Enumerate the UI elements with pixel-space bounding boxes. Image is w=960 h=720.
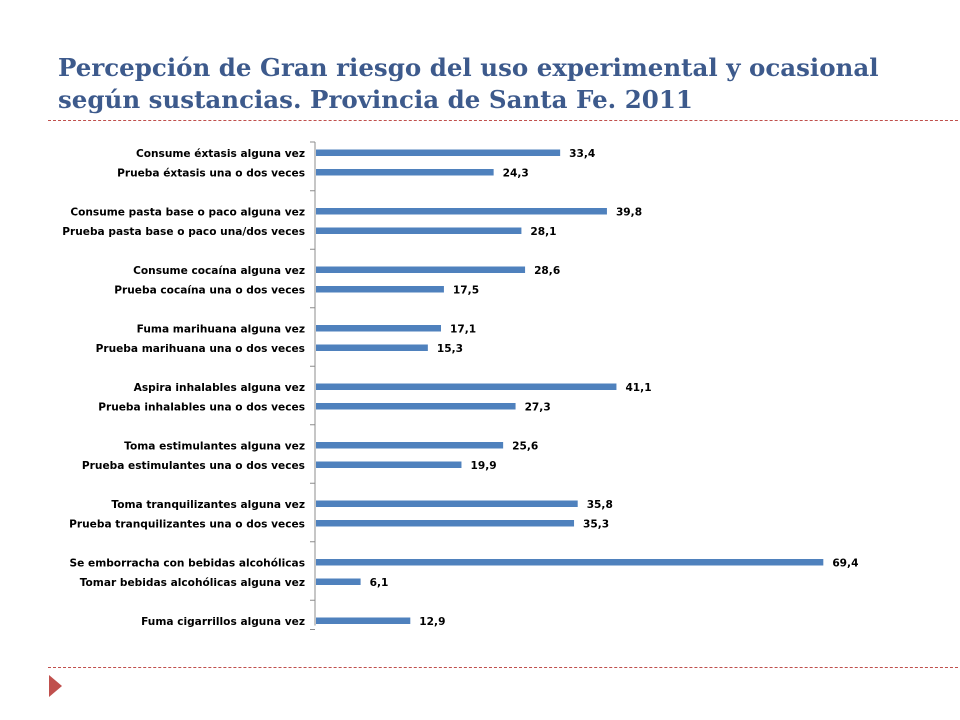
bar xyxy=(316,325,442,332)
category-label: Prueba éxtasis una o dos veces xyxy=(117,167,305,179)
bar xyxy=(316,227,522,234)
data-label: 41,1 xyxy=(625,382,651,394)
slide-title: Percepción de Gran riesgo del uso experi… xyxy=(58,53,879,114)
data-label: 69,4 xyxy=(832,557,858,569)
bar xyxy=(316,442,504,449)
category-label: Prueba pasta base o paco una/dos veces xyxy=(62,226,305,238)
bar xyxy=(316,169,494,176)
category-label: Prueba tranquilizantes una o dos veces xyxy=(69,518,305,530)
category-label: Prueba inhalables una o dos veces xyxy=(98,401,305,413)
category-label: Se emborracha con bebidas alcohólicas xyxy=(70,557,306,569)
bar xyxy=(316,286,444,293)
category-label: Fuma marihuana alguna vez xyxy=(137,323,305,335)
data-label: 28,6 xyxy=(534,265,560,277)
data-label: 19,9 xyxy=(470,460,496,472)
category-label: Fuma cigarrillos alguna vez xyxy=(141,616,305,628)
category-label: Prueba marihuana una o dos veces xyxy=(96,343,305,355)
data-label: 35,8 xyxy=(587,499,613,511)
chart-bars xyxy=(316,149,824,624)
bar xyxy=(316,208,607,215)
data-label: 27,3 xyxy=(525,401,551,413)
data-label: 17,5 xyxy=(453,284,479,296)
bar xyxy=(316,617,411,624)
category-label: Aspira inhalables alguna vez xyxy=(134,382,305,394)
category-label: Tomar bebidas alcohólicas alguna vez xyxy=(80,577,305,589)
bar xyxy=(316,559,824,566)
data-label: 17,1 xyxy=(450,323,476,335)
bar xyxy=(316,461,462,468)
data-label: 24,3 xyxy=(503,167,529,179)
bar xyxy=(316,520,575,527)
data-label: 28,1 xyxy=(530,226,556,238)
bar xyxy=(316,344,428,351)
bottom-divider xyxy=(48,667,960,668)
bar xyxy=(316,578,361,585)
data-label: 25,6 xyxy=(512,440,538,452)
bar xyxy=(316,500,578,507)
category-label: Consume éxtasis alguna vez xyxy=(136,148,305,160)
category-label: Toma tranquilizantes alguna vez xyxy=(111,499,305,511)
data-label: 35,3 xyxy=(583,518,609,530)
bar xyxy=(316,403,516,410)
category-label: Consume pasta base o paco alguna vez xyxy=(70,206,305,218)
chart-labels: Consume éxtasis alguna vez 33,4 Prueba éxt… xyxy=(62,148,858,628)
data-label: 39,8 xyxy=(616,206,642,218)
triangle-right-icon xyxy=(49,675,62,697)
data-label: 6,1 xyxy=(370,577,389,589)
category-label: Toma estimulantes alguna vez xyxy=(124,440,305,452)
bar xyxy=(316,266,526,273)
data-label: 15,3 xyxy=(437,343,463,355)
category-label: Prueba estimulantes una o dos veces xyxy=(82,460,305,472)
bar xyxy=(316,383,617,390)
data-label: 33,4 xyxy=(569,148,595,160)
top-divider xyxy=(48,120,960,121)
data-label: 12,9 xyxy=(419,616,445,628)
bar xyxy=(316,149,561,156)
chart-axis xyxy=(310,141,316,630)
category-label: Consume cocaína alguna vez xyxy=(133,265,305,277)
category-label: Prueba cocaína una o dos veces xyxy=(114,284,305,296)
